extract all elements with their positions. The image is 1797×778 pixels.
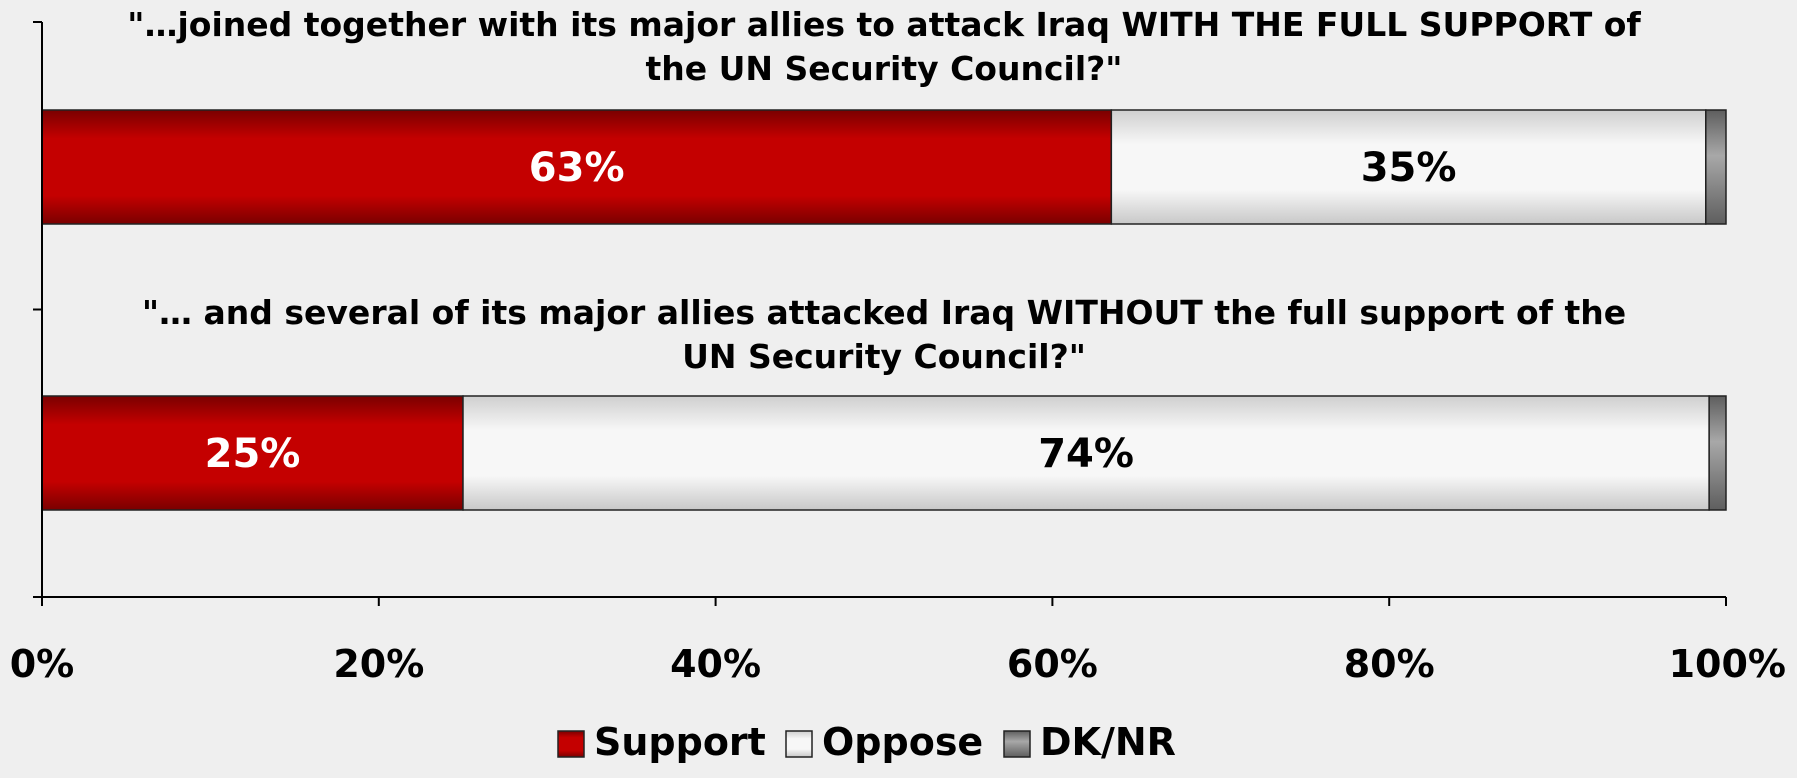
- data-label: 63%: [529, 145, 625, 191]
- legend-label: Support: [594, 720, 766, 764]
- legend-swatch-oppose: [785, 730, 813, 758]
- data-label: 35%: [1361, 145, 1457, 191]
- x-tick-label: 40%: [670, 642, 761, 686]
- bar-segment-support: [41, 109, 1113, 225]
- bar-segment-support: [41, 395, 464, 511]
- x-tick-label: 0%: [10, 642, 75, 686]
- data-label: 74%: [1038, 431, 1134, 477]
- category-label-line: "…joined together with its major allies …: [127, 5, 1641, 44]
- x-tick-label: 100%: [1669, 642, 1786, 686]
- category-label: "…joined together with its major allies …: [127, 5, 1641, 88]
- bar-segment-oppose: [462, 395, 1710, 511]
- category-label-line: "… and several of its major allies attac…: [142, 293, 1626, 332]
- legend-swatch-support: [557, 730, 585, 758]
- category-label: "… and several of its major allies attac…: [142, 293, 1626, 376]
- bar-segment-dk-nr: [1705, 109, 1727, 225]
- bar-segment-dk-nr: [1708, 395, 1727, 511]
- legend-label: Oppose: [822, 720, 983, 764]
- legend-swatch-dk-nr: [1003, 730, 1031, 758]
- x-tick-label: 60%: [1007, 642, 1098, 686]
- legend-label: DK/NR: [1040, 720, 1176, 764]
- x-tick-label: 80%: [1344, 642, 1435, 686]
- data-label: 25%: [205, 431, 301, 477]
- category-label-line: the UN Security Council?": [645, 49, 1122, 88]
- x-tick-label: 20%: [333, 642, 424, 686]
- category-label-line: UN Security Council?": [682, 337, 1086, 376]
- bar-segment-oppose: [1110, 109, 1707, 225]
